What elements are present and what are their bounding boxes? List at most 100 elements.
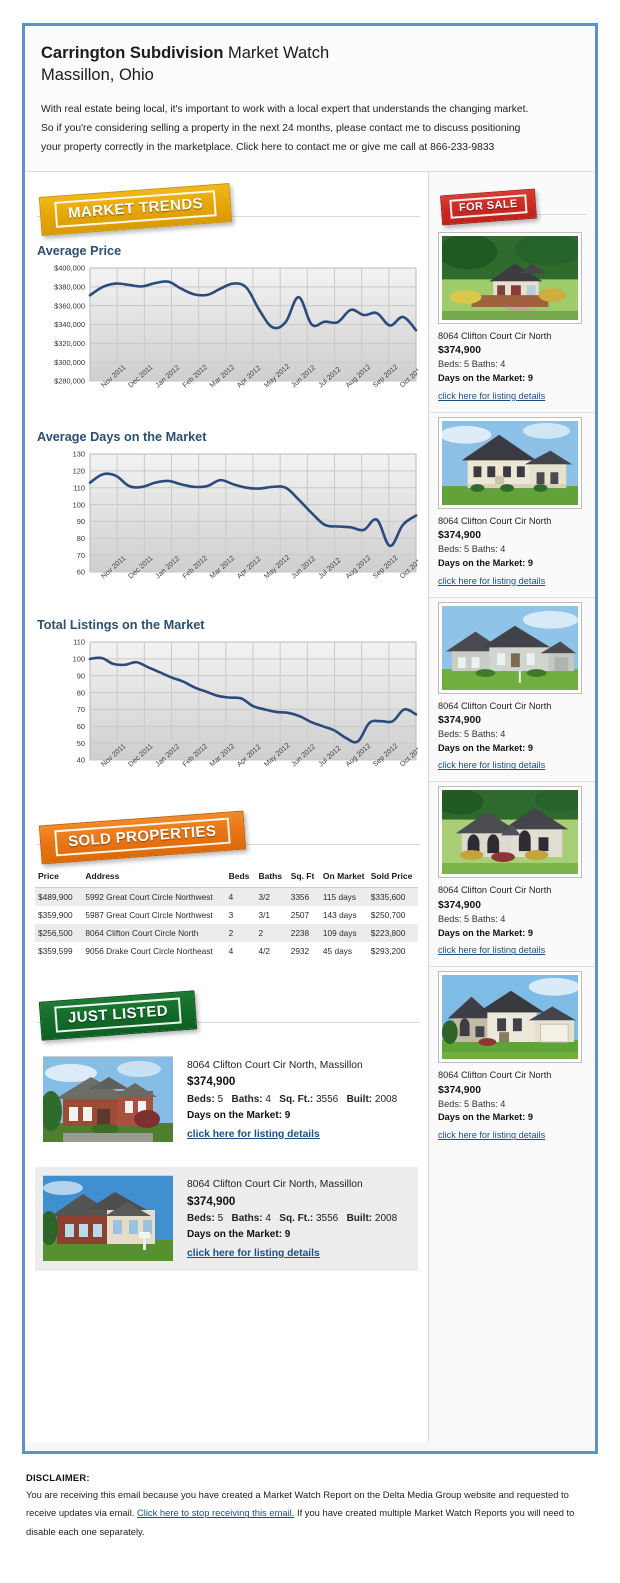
svg-text:$320,000: $320,000 <box>54 339 85 348</box>
listing-details-link[interactable]: click here for listing details <box>438 390 546 401</box>
cell-price: $489,900 <box>35 887 83 906</box>
svg-text:$300,000: $300,000 <box>54 358 85 367</box>
report-header: Carrington Subdivision Market Watch Mass… <box>25 26 595 172</box>
property-photo-stone-manor-house[interactable] <box>438 786 582 879</box>
cell-baths: 2 <box>255 923 288 942</box>
cell-beds: 4 <box>228 945 234 956</box>
cell-on-market: 109 days <box>319 923 368 942</box>
listing-details-link[interactable]: click here for listing details <box>438 1130 546 1141</box>
svg-text:40: 40 <box>77 755 85 764</box>
chart-title: Average Days on the Market <box>37 429 207 444</box>
just-listed-info: 8064 Clifton Court Cir North, Massillon … <box>173 1056 397 1143</box>
beds-value: 5 <box>217 1093 224 1105</box>
col-header-beds: Beds <box>225 865 256 888</box>
svg-text:110: 110 <box>73 483 85 492</box>
listing-specs: Beds: 5 Baths: 4 Sq. Ft.: 3556 Built: 20… <box>187 1211 397 1227</box>
cell-beds: 2 <box>225 923 256 942</box>
listing-specs: Beds: 5 Baths: 4 Sq. Ft.: 3556 Built: 20… <box>187 1092 397 1108</box>
listing-details-link[interactable]: click here for listing details <box>438 575 546 586</box>
svg-text:$360,000: $360,000 <box>54 301 85 310</box>
listing-details-link[interactable]: click here for listing details <box>187 1248 320 1260</box>
for-sale-card[interactable]: 8064 Clifton Court Cir North $374,900 Be… <box>429 966 595 1151</box>
svg-text:$380,000: $380,000 <box>54 282 85 291</box>
cell-sold-price: $223,800 <box>367 923 418 942</box>
cell-beds: 4 <box>225 887 256 906</box>
svg-text:110: 110 <box>73 638 85 647</box>
market-trends-banner: MARKET TRENDS <box>38 182 233 236</box>
listing-address: 8064 Clifton Court Cir North <box>438 515 552 526</box>
chart-average-price: Average Price $400,000 $380,000 $360 <box>25 232 428 418</box>
listing-beds-baths: Beds: 5 Baths: 4 <box>438 914 506 925</box>
svg-text:90: 90 <box>77 671 85 680</box>
col-header-baths: Baths <box>255 865 288 888</box>
cell-baths: 3/2 <box>255 887 288 906</box>
cell-on-market: 115 days <box>319 887 368 906</box>
report-type: Market Watch <box>223 44 330 62</box>
listing-days-on-market: Days on the Market: 9 <box>438 557 533 568</box>
beds-label: Beds: <box>187 1093 215 1105</box>
disclaimer-block: DISCLAIMER: You are receiving this email… <box>26 1472 596 1541</box>
for-sale-card[interactable]: 8064 Clifton Court Cir North $374,900 Be… <box>429 596 595 782</box>
cell-address: 9056 Drake Court Circle Northeast <box>85 945 213 956</box>
svg-text:80: 80 <box>77 688 85 697</box>
svg-text:130: 130 <box>73 450 85 459</box>
listing-days-on-market: Days on the Market: 9 <box>438 1112 533 1123</box>
listing-price: $374,900 <box>438 899 481 911</box>
listing-details-link[interactable]: click here for listing details <box>438 945 546 956</box>
sold-properties-table-wrap: Price Address Beds Baths Sq. Ft On Marke… <box>25 860 428 970</box>
for-sale-banner: FOR SALE <box>440 188 537 226</box>
cell-on-market: 45 days <box>322 945 352 956</box>
disclaimer-part-1: You are receiving this email because you… <box>26 1489 569 1519</box>
property-photo-cottage-with-trees[interactable] <box>438 231 582 324</box>
listing-details-link[interactable]: click here for listing details <box>438 760 546 771</box>
built-label: Built: <box>346 1093 373 1105</box>
just-listed-card[interactable]: 8064 Clifton Court Cir North, Massillon … <box>35 1167 418 1271</box>
listing-beds-baths: Beds: 5 Baths: 4 <box>438 1099 506 1110</box>
cell-address: 5992 Great Court Circle Northwest <box>82 887 226 906</box>
col-header-sqft: Sq. Ft <box>287 865 320 888</box>
cell-price: $359,900 <box>38 909 73 920</box>
for-sale-card[interactable]: 8064 Clifton Court Cir North $374,900 Be… <box>429 228 595 412</box>
col-header-sold-price: Sold Price <box>367 865 418 888</box>
market-trends-banner-row: MARKET TRENDS <box>25 182 428 236</box>
svg-text:90: 90 <box>77 517 85 526</box>
listing-price: $374,900 <box>187 1194 236 1208</box>
sold-properties-banner: SOLD PROPERTIES <box>38 810 246 865</box>
svg-text:$400,000: $400,000 <box>54 264 85 273</box>
svg-text:70: 70 <box>77 551 85 560</box>
just-listed-card[interactable]: 8064 Clifton Court Cir North, Massillon … <box>35 1048 418 1151</box>
for-sale-card[interactable]: 8064 Clifton Court Cir North $374,900 Be… <box>429 411 595 597</box>
chart-plot-area: 130 120 110 100 90 80 70 60 Nov 2011 Dec 2011 Jan… <box>35 450 418 602</box>
chart-total-listings: Total Listings on the Market 110 100 90 80 7… <box>25 606 428 794</box>
cell-sqft: 2507 <box>290 909 310 920</box>
property-photo-two-tone-brick-house[interactable] <box>43 1175 173 1262</box>
for-sale-card[interactable]: 8064 Clifton Court Cir North $374,900 Be… <box>429 781 595 966</box>
property-photo-grey-ranch-house[interactable] <box>438 601 582 694</box>
property-photo-white-two-story-house[interactable] <box>438 416 582 509</box>
cell-sold-price: $293,200 <box>370 945 406 956</box>
unsubscribe-link[interactable]: Click here to stop receiving this email. <box>137 1507 295 1519</box>
report-panel: Carrington Subdivision Market Watch Mass… <box>22 23 598 1454</box>
baths-label: Baths: <box>231 1093 263 1105</box>
listing-address: 8064 Clifton Court Cir North <box>438 700 552 711</box>
listing-address: 8064 Clifton Court Cir North <box>438 1070 552 1081</box>
listing-details-link[interactable]: click here for listing details <box>187 1128 320 1140</box>
svg-text:120: 120 <box>73 466 85 475</box>
cell-beds: 3 <box>228 909 234 920</box>
cell-sqft: 3356 <box>287 887 320 906</box>
for-sale-sidebar: FOR SALE <box>428 171 595 1442</box>
property-photo-brick-colonial-house[interactable] <box>43 1055 173 1142</box>
cell-address: 8064 Clifton Court Circle North <box>82 923 226 942</box>
svg-text:100: 100 <box>73 500 85 509</box>
sold-properties-banner-label: SOLD PROPERTIES <box>54 817 231 857</box>
listing-price: $374,900 <box>187 1075 236 1089</box>
property-photo-brick-house-with-garage[interactable] <box>438 971 582 1064</box>
built-label: Built: <box>346 1213 373 1225</box>
table-row: $256,500 8064 Clifton Court Circle North… <box>35 923 418 942</box>
svg-text:$280,000: $280,000 <box>54 376 85 385</box>
chart-plot-area: 110 100 90 80 70 60 50 40 Nov 2011 Dec 2011 Jan 2… <box>35 638 418 790</box>
just-listed-banner-row: JUST LISTED <box>25 990 428 1041</box>
sqft-label: Sq. Ft.: <box>279 1093 314 1105</box>
